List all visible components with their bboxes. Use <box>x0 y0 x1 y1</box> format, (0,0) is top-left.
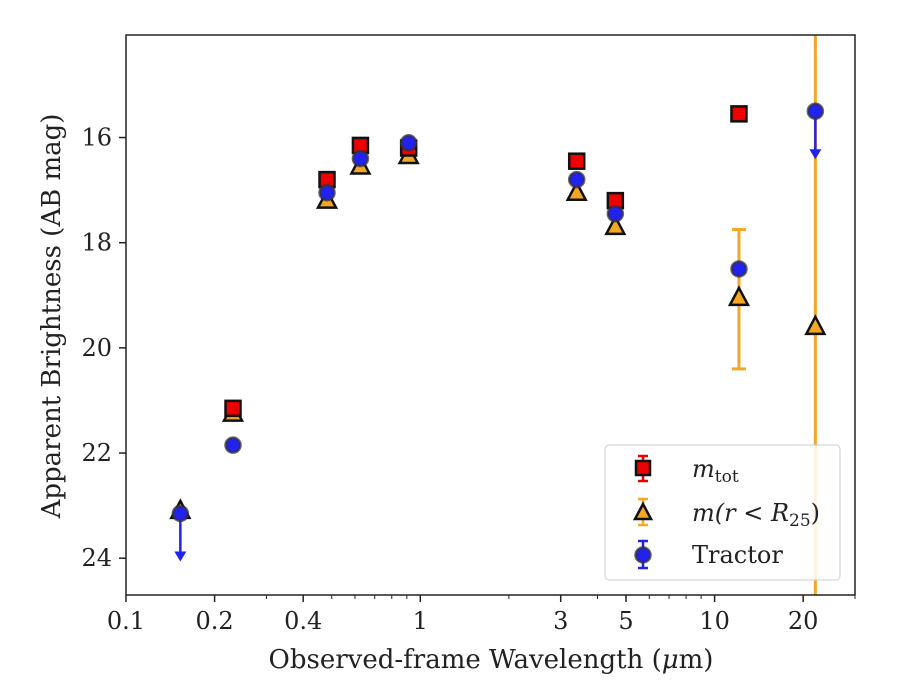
tractor-point <box>806 102 825 120</box>
legend-triangle-marker <box>632 501 654 521</box>
tractor-point <box>171 504 190 523</box>
tractor-point <box>730 260 748 278</box>
mr25-point <box>804 314 827 336</box>
tractor-point <box>399 134 418 152</box>
plot-area <box>169 35 827 595</box>
legend-circle-marker <box>634 546 652 564</box>
y-tick-label: 20 <box>81 334 112 362</box>
x-tick-label: 20 <box>788 607 819 635</box>
legend-entry-mtot: mtot <box>634 454 739 487</box>
plot-frame <box>125 34 856 596</box>
tractor-point <box>224 436 242 454</box>
upper-limit-arrowhead <box>809 149 822 160</box>
mr25-point <box>565 180 588 201</box>
x-axis: 0.1 0.2 0.4 1 3 5 10 20 <box>107 595 856 635</box>
legend-entry-mr: m(r < R25) <box>632 497 820 531</box>
x-tick-label: 3 <box>553 607 568 635</box>
legend: mtot m(r < R25) Tractor <box>604 444 841 581</box>
legend-label-tractor: Tractor <box>692 541 783 569</box>
x-tick-label: 10 <box>699 607 730 635</box>
x-tick-label: 0.2 <box>196 607 234 635</box>
y-tick-label: 24 <box>81 544 112 572</box>
y-axis-label: Apparent Brightness (AB mag) <box>37 114 67 520</box>
x-tick-label: 0.4 <box>284 607 322 635</box>
legend-entry-tractor: Tractor <box>634 539 783 570</box>
tractor-point <box>606 205 625 223</box>
y-tick-label: 22 <box>81 439 112 467</box>
legend-box <box>604 444 841 581</box>
mr25-point <box>604 214 627 236</box>
legend-square-marker <box>634 459 652 477</box>
x-tick-label: 5 <box>618 607 633 635</box>
mtot-point <box>224 399 242 418</box>
y-axis: 16 18 20 22 24 <box>81 124 126 572</box>
tractor-point <box>567 170 586 189</box>
tractor-point <box>318 183 336 202</box>
upper-limit-arrowhead <box>174 551 187 562</box>
legend-label-mtot: mtot <box>692 455 739 487</box>
x-tick-label: 0.1 <box>107 607 145 635</box>
y-tick-label: 16 <box>81 124 112 152</box>
mr25-point <box>727 285 751 307</box>
x-tick-label: 1 <box>413 607 428 635</box>
x-axis-label: Observed-frame Wavelength (μm) <box>269 645 714 675</box>
y-tick-label: 18 <box>81 229 112 257</box>
mtot-point <box>730 105 748 123</box>
legend-label-mr: m(r < R25) <box>692 499 820 531</box>
mtot-point <box>567 152 586 170</box>
tractor-point <box>351 149 370 168</box>
